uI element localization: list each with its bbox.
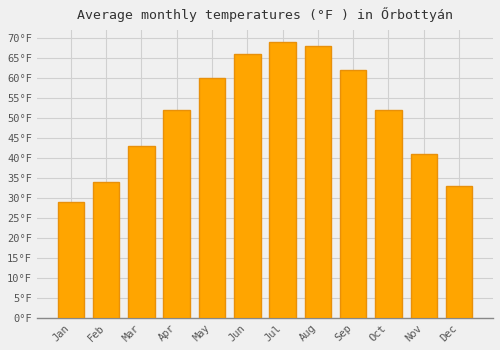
Bar bbox=[446, 186, 472, 318]
Bar bbox=[164, 110, 190, 318]
Title: Average monthly temperatures (°F ) in Őrbottyán: Average monthly temperatures (°F ) in Őr… bbox=[77, 7, 453, 22]
Bar bbox=[58, 202, 84, 318]
Bar bbox=[128, 146, 154, 318]
Bar bbox=[410, 154, 437, 318]
Bar bbox=[198, 78, 225, 318]
Bar bbox=[93, 182, 120, 318]
Bar bbox=[270, 42, 296, 318]
Bar bbox=[304, 46, 331, 318]
Bar bbox=[340, 70, 366, 318]
Bar bbox=[375, 110, 402, 318]
Bar bbox=[234, 54, 260, 318]
